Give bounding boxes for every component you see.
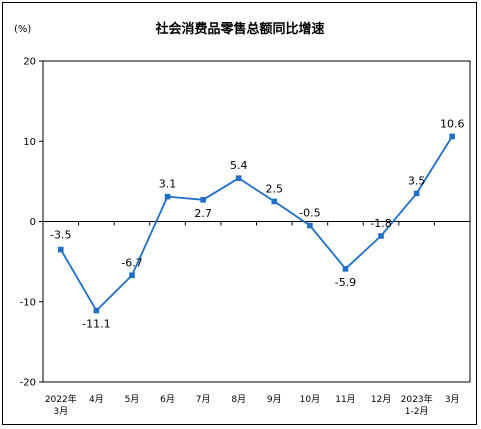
x-tick-label: 9月 [267, 394, 282, 405]
data-point-marker [200, 197, 206, 203]
x-tick-label: 10月 [300, 394, 320, 405]
y-axis-unit-label: (%) [14, 24, 31, 35]
data-point-marker [164, 193, 171, 200]
data-label: -1.8 [370, 217, 391, 230]
data-label: 5.4 [230, 159, 248, 172]
data-point-marker [129, 272, 135, 279]
axes [42, 60, 471, 383]
data-label: -11.1 [82, 318, 110, 331]
data-point-marker [57, 246, 64, 253]
chart-title: 社会消费品零售总额同比增速 [154, 21, 324, 37]
x-tick-label: 3月 [445, 394, 460, 405]
y-tick-label: -20 [20, 378, 36, 389]
data-label: -5.9 [335, 276, 356, 289]
y-tick-label: -10 [20, 297, 36, 308]
x-tick-label: 4月 [89, 394, 104, 405]
data-label: -3.5 [50, 229, 71, 242]
x-tick-label: 2022年 3月 [45, 393, 77, 417]
series-polyline [60, 135, 453, 312]
x-tick-label: 12月 [371, 394, 391, 405]
data-label: 3.5 [408, 174, 426, 187]
series-line [60, 135, 453, 312]
x-tick-label: 11月 [335, 394, 355, 405]
data-label: 10.6 [440, 117, 465, 130]
x-tick-label: 5月 [125, 394, 140, 405]
data-point-marker [235, 175, 242, 181]
x-tick-label: 2023年 1-2月 [401, 393, 433, 417]
x-axis-ticks: 2022年 3月 4月 5月 6月 7月 8月 9月 10月 11月 12月 2023年 1-2月 3月 [45, 393, 460, 417]
data-label: 2.7 [194, 207, 212, 220]
chart-frame [2, 2, 477, 425]
data-point-marker [271, 198, 278, 205]
data-point-marker [378, 233, 384, 239]
data-point-marker [449, 133, 456, 140]
data-label: 2.5 [266, 182, 284, 195]
data-point-marker [307, 222, 313, 229]
data-point-marker [93, 307, 100, 314]
data-point-marker [342, 266, 349, 272]
y-tick-label: 10 [23, 137, 36, 148]
x-tick-label: 7月 [196, 394, 211, 405]
series-markers [57, 133, 456, 314]
y-axis-ticks: -20 -10 0 10 20 [20, 57, 43, 389]
x-tick-label: 6月 [160, 394, 175, 405]
y-tick-label: 20 [23, 57, 36, 68]
data-label: -6.7 [121, 256, 142, 269]
data-point-marker [413, 190, 420, 197]
x-tick-label: 8月 [231, 394, 246, 405]
data-labels: -3.5 -11.1 -6.7 3.1 2.7 5.4 2.5 -0.5 -5.9 -1.8 3.5… [50, 117, 464, 330]
data-label: -0.5 [299, 207, 320, 220]
y-tick-label: 0 [30, 217, 36, 228]
data-label: 3.1 [159, 178, 177, 191]
